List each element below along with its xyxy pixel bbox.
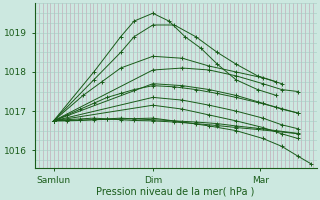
X-axis label: Pression niveau de la mer( hPa ): Pression niveau de la mer( hPa ) bbox=[96, 187, 255, 197]
